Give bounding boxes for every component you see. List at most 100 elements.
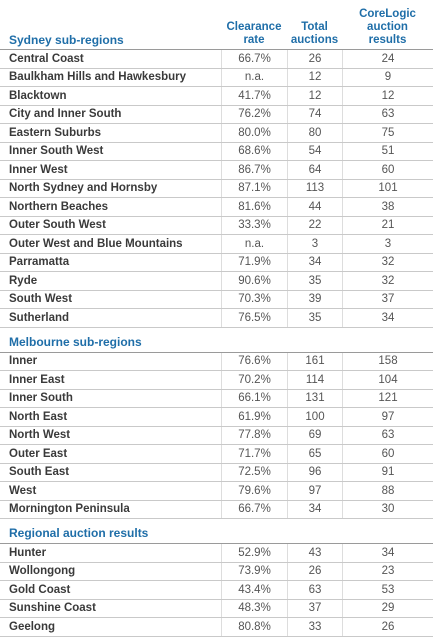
value-cell: 114	[287, 371, 342, 389]
value-cell: 80	[287, 124, 342, 142]
column-header: CoreLogic auction results	[359, 8, 416, 46]
region-name: Wollongong	[9, 565, 76, 578]
value-cell: 66.1%	[221, 389, 287, 407]
section-header: Melbourne sub-regions	[0, 328, 433, 353]
value-cell: 22	[287, 216, 342, 234]
value-cell: 90.6%	[221, 272, 287, 290]
data-row: Inner South West 68.6% 54 51	[0, 142, 433, 161]
data-row: South East 72.5% 96 91	[0, 463, 433, 482]
value-cell: 29	[342, 599, 433, 617]
value-cell: 76.5%	[221, 309, 287, 327]
region-name: Inner East	[9, 373, 65, 386]
data-row: North Sydney and Hornsby 87.1% 113 101	[0, 179, 433, 198]
data-row: Outer South West 33.3% 22 21	[0, 216, 433, 235]
value-cell: 70.3%	[221, 290, 287, 308]
column-header-cell	[342, 519, 433, 540]
value-cell: 91	[342, 463, 433, 481]
data-row: Inner 76.6% 161 158	[0, 352, 433, 371]
data-row: Northern Beaches 81.6% 44 38	[0, 198, 433, 217]
value-cell: 12	[287, 87, 342, 105]
column-header-cell: Total auctions	[287, 0, 342, 47]
value-cell: 77.8%	[221, 426, 287, 444]
value-cell: 34	[342, 309, 433, 327]
region-name: Central Coast	[9, 52, 84, 65]
region-name: Inner South	[9, 392, 73, 405]
value-cell: 76.6%	[221, 352, 287, 370]
value-cell: 80.0%	[221, 124, 287, 142]
data-row: Inner South 66.1% 131 121	[0, 389, 433, 408]
region-name: Outer South West	[9, 219, 106, 232]
region-name: Outer West and Blue Mountains	[9, 237, 183, 250]
value-cell: 26	[287, 562, 342, 580]
value-cell: 35	[287, 272, 342, 290]
region-name: Eastern Suburbs	[9, 126, 102, 139]
value-cell: 53	[342, 581, 433, 599]
data-row: Ryde 90.6% 35 32	[0, 272, 433, 291]
region-name: City and Inner South	[9, 108, 122, 121]
region-name: Geelong	[9, 620, 56, 633]
value-cell: 60	[342, 161, 433, 179]
data-row: Sutherland 76.5% 35 34	[0, 309, 433, 328]
column-header: Total auctions	[290, 21, 339, 46]
value-cell: 52.9%	[221, 544, 287, 562]
value-cell: 21	[342, 216, 433, 234]
section-header: Sydney sub-regions Clearance rate Total au…	[0, 0, 433, 50]
value-cell: 113	[287, 179, 342, 197]
section-title-cell: Regional auction results	[0, 519, 221, 540]
value-cell: 41.7%	[221, 87, 287, 105]
value-cell: 68.6%	[221, 142, 287, 160]
data-row: North East 61.9% 100 97	[0, 408, 433, 427]
value-cell: 54	[287, 142, 342, 160]
region-name: Gold Coast	[9, 583, 71, 596]
value-cell: 32	[342, 272, 433, 290]
section-title-cell: Sydney sub-regions	[0, 0, 221, 47]
data-row: Eastern Suburbs 80.0% 80 75	[0, 124, 433, 143]
section-title-cell: Melbourne sub-regions	[0, 328, 221, 349]
value-cell: 63	[342, 105, 433, 123]
column-header-cell: Clearance rate	[221, 0, 287, 47]
value-cell: 61.9%	[221, 408, 287, 426]
value-cell: 101	[342, 179, 433, 197]
value-cell: 66.7%	[221, 500, 287, 518]
data-row: Inner East 70.2% 114 104	[0, 371, 433, 390]
value-cell: 100	[287, 408, 342, 426]
value-cell: 66.7%	[221, 50, 287, 68]
value-cell: 3	[287, 235, 342, 253]
section-title: Melbourne sub-regions	[9, 334, 142, 349]
region-name: North Sydney and Hornsby	[9, 182, 158, 195]
region-name: Inner South West	[9, 145, 104, 158]
value-cell: 76.2%	[221, 105, 287, 123]
region-name: North East	[9, 410, 68, 423]
region-name: Hunter	[9, 546, 47, 559]
value-cell: 43	[287, 544, 342, 562]
region-name: West	[9, 484, 37, 497]
value-cell: 32	[342, 253, 433, 271]
data-row: Wollongong 73.9% 26 23	[0, 562, 433, 581]
value-cell: 96	[287, 463, 342, 481]
data-row: Gold Coast 43.4% 63 53	[0, 581, 433, 600]
region-name: Northern Beaches	[9, 200, 109, 213]
data-row: Mornington Peninsula 66.7% 34 30	[0, 500, 433, 519]
value-cell: 51	[342, 142, 433, 160]
value-cell: 70.2%	[221, 371, 287, 389]
section-title: Sydney sub-regions	[9, 33, 124, 47]
column-header-cell: CoreLogic auction results	[342, 0, 433, 47]
data-row: West 79.6% 97 88	[0, 482, 433, 501]
value-cell: 60	[342, 445, 433, 463]
value-cell: 88	[342, 482, 433, 500]
region-name: Ryde	[9, 274, 38, 287]
data-row: Inner West 86.7% 64 60	[0, 161, 433, 180]
value-cell: 34	[287, 500, 342, 518]
value-cell: 80.8%	[221, 618, 287, 636]
region-name: Blacktown	[9, 89, 67, 102]
data-row: Geelong 80.8% 33 26	[0, 618, 433, 637]
value-cell: 86.7%	[221, 161, 287, 179]
value-cell: 26	[287, 50, 342, 68]
value-cell: 63	[287, 581, 342, 599]
data-row: Blacktown 41.7% 12 12	[0, 87, 433, 106]
value-cell: 33	[287, 618, 342, 636]
value-cell: 97	[342, 408, 433, 426]
value-cell: 12	[287, 68, 342, 86]
